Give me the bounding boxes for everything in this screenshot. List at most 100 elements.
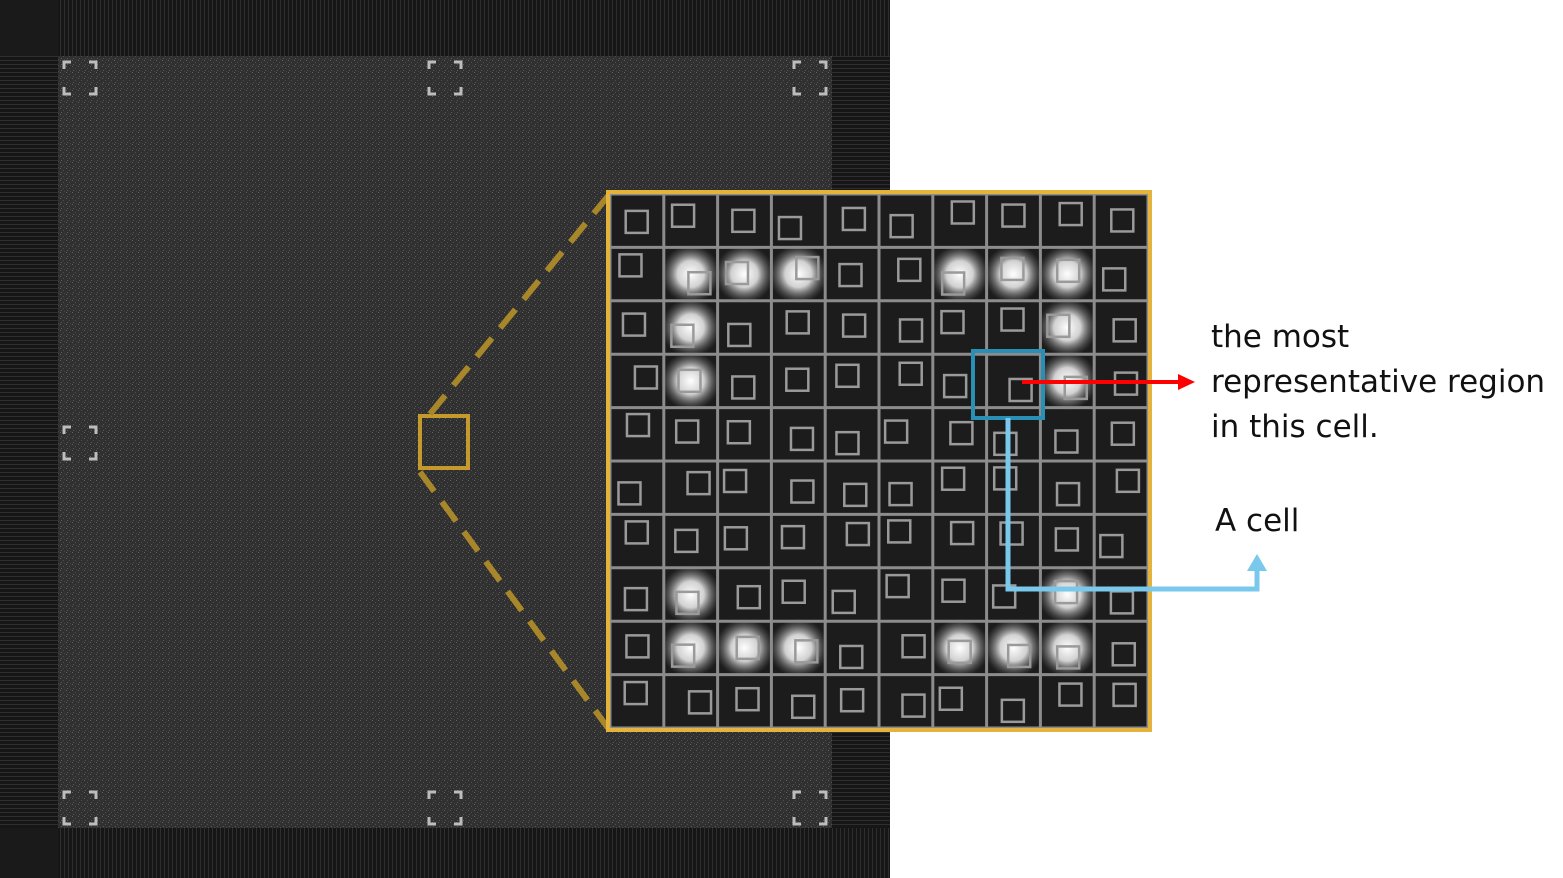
cell-region (887, 519, 912, 544)
cell-region (1110, 421, 1136, 446)
cell-region (1115, 468, 1141, 494)
bright-spot (1037, 618, 1097, 678)
cell-region (736, 584, 762, 610)
cell-region (1111, 642, 1137, 667)
cell-region (1112, 318, 1137, 343)
bright-spot (714, 618, 775, 678)
cell-region (901, 634, 926, 659)
cell-region (735, 686, 760, 712)
region-label: the most representative region in this c… (1211, 315, 1545, 450)
cell-region (1099, 533, 1124, 559)
cell-region (938, 686, 964, 712)
cell-region (674, 419, 700, 444)
cell-region (947, 639, 972, 665)
cell-region (941, 578, 966, 603)
zoom-panel (606, 190, 1152, 732)
cell-region (845, 521, 871, 547)
bright-spot (768, 618, 828, 678)
cell-region (1000, 256, 1025, 282)
cell-region (686, 470, 711, 496)
cell-region (888, 481, 913, 507)
cell-region (624, 520, 650, 545)
cell-region (621, 312, 647, 337)
region-arrow-head (1178, 374, 1195, 390)
bright-spot (661, 244, 721, 304)
cell-region (1058, 682, 1083, 707)
cell-region (791, 694, 816, 720)
cell-region (781, 579, 806, 605)
cell-region (731, 208, 756, 234)
cell-region (1001, 203, 1026, 228)
cell-region (835, 430, 860, 456)
cell-region (897, 257, 922, 283)
cell-region (1000, 307, 1025, 332)
cell-region (1006, 643, 1032, 669)
bright-spot (768, 244, 828, 304)
cell-region (1058, 201, 1083, 227)
cell-region (785, 367, 810, 392)
bright-spot (661, 351, 721, 411)
cell-region (790, 479, 815, 504)
cell-region (618, 253, 643, 278)
bright-spot (983, 244, 1044, 304)
zoom-source-box (418, 414, 470, 470)
cell-region (898, 361, 923, 387)
cell-region (841, 206, 867, 232)
cell-region (726, 419, 752, 445)
cell-region (885, 573, 910, 599)
cell-region (617, 481, 642, 506)
fiducial-marker (792, 60, 828, 96)
cell-region (839, 687, 865, 713)
fiducial-marker (62, 60, 98, 96)
cell-region (898, 318, 924, 343)
cell-region (633, 365, 659, 390)
cell-region (785, 310, 810, 335)
cell-region (670, 203, 696, 228)
fiducial-marker (427, 790, 463, 826)
fiducial-marker (427, 60, 463, 96)
cell-region (940, 271, 966, 296)
bright-spot (661, 618, 721, 678)
cell-region (839, 644, 864, 670)
cell-region (1000, 698, 1026, 724)
cell-region (841, 313, 867, 338)
cell-region (777, 215, 803, 241)
fiducial-marker (62, 790, 98, 826)
cell-region (731, 375, 756, 400)
bright-spot (983, 618, 1044, 678)
cell-arrow-head (1247, 554, 1267, 571)
cell-region (901, 693, 926, 718)
cell-region (625, 412, 651, 438)
region-label-line-1: the most (1211, 319, 1350, 355)
cell-region (674, 528, 699, 554)
zoom-frame (606, 190, 1152, 732)
cell-region (735, 635, 760, 661)
cell-region (1054, 429, 1079, 454)
cell-region (794, 639, 819, 664)
cell-region (1055, 481, 1081, 507)
cell-region (883, 419, 909, 444)
cell-region (1008, 377, 1033, 403)
fiducial-markers (62, 60, 828, 826)
cell-region (889, 213, 914, 239)
cell-region (780, 524, 806, 550)
cell-region (623, 680, 648, 706)
cell-region (670, 323, 695, 349)
cell-region (1053, 579, 1079, 605)
cell-region (942, 373, 968, 399)
cell-region (843, 482, 868, 508)
bright-spots (661, 244, 1097, 678)
bright-spot (930, 618, 990, 678)
region-label-line-3: in this cell. (1211, 409, 1379, 445)
bright-spot (1037, 298, 1097, 357)
cell-region (675, 590, 700, 616)
cell-region (835, 363, 860, 389)
cell-region (623, 586, 649, 612)
cell-region (1063, 375, 1089, 401)
cell-region (991, 584, 1017, 609)
cell-region (949, 420, 974, 446)
cell-region (1112, 682, 1137, 708)
cell-region (831, 589, 856, 615)
region-label-line-2: representative region (1211, 364, 1546, 400)
